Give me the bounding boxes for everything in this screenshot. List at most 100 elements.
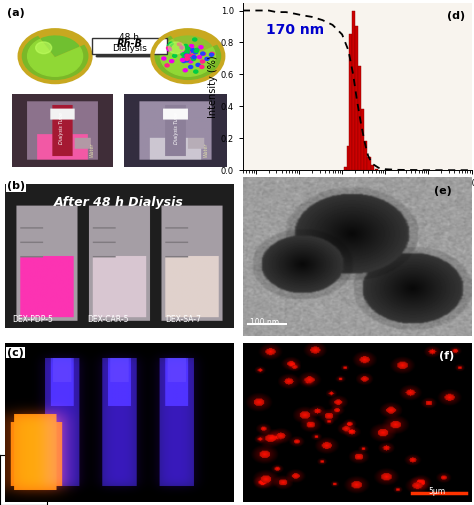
Circle shape <box>185 59 189 62</box>
Circle shape <box>186 47 190 50</box>
Circle shape <box>189 60 192 63</box>
Circle shape <box>169 42 173 45</box>
Circle shape <box>167 48 172 51</box>
Circle shape <box>185 50 189 53</box>
Circle shape <box>162 57 166 60</box>
Circle shape <box>187 54 191 57</box>
Bar <box>349 34 353 170</box>
Y-axis label: Intensity (%): Intensity (%) <box>208 55 218 118</box>
Circle shape <box>184 53 188 56</box>
Circle shape <box>168 42 184 54</box>
Circle shape <box>201 60 205 63</box>
Circle shape <box>191 48 194 52</box>
Text: (d): (d) <box>447 11 465 21</box>
Circle shape <box>181 52 185 55</box>
Circle shape <box>180 46 184 49</box>
Circle shape <box>195 48 199 52</box>
Circle shape <box>182 56 186 59</box>
Wedge shape <box>174 36 211 56</box>
Circle shape <box>166 46 171 49</box>
Circle shape <box>183 57 187 60</box>
Circle shape <box>191 55 195 58</box>
Circle shape <box>184 54 189 57</box>
Wedge shape <box>41 36 79 56</box>
Text: DEX-SA-7: DEX-SA-7 <box>165 315 201 324</box>
Text: Dialysis Tube: Dialysis Tube <box>174 112 179 144</box>
Text: (b): (b) <box>7 181 25 191</box>
Circle shape <box>185 57 189 60</box>
Text: After 48 h Dialysis: After 48 h Dialysis <box>54 196 184 209</box>
Circle shape <box>185 52 189 55</box>
Text: Rh-B: Rh-B <box>117 39 142 49</box>
Text: DEX-CAR-5: DEX-CAR-5 <box>87 315 128 324</box>
Wedge shape <box>170 30 219 56</box>
Text: (c): (c) <box>7 347 24 358</box>
Text: 170 nm: 170 nm <box>265 23 324 37</box>
Text: (e): (e) <box>434 186 452 196</box>
Circle shape <box>160 36 215 76</box>
Circle shape <box>201 52 205 55</box>
Text: 48 h
Dialysis: 48 h Dialysis <box>112 33 147 53</box>
Circle shape <box>184 52 189 55</box>
Bar <box>355 26 358 170</box>
Wedge shape <box>37 30 86 56</box>
Circle shape <box>186 55 191 58</box>
Text: (f): (f) <box>439 351 454 361</box>
Circle shape <box>186 55 190 58</box>
Circle shape <box>192 38 197 41</box>
Circle shape <box>183 69 187 72</box>
Circle shape <box>191 58 196 61</box>
Circle shape <box>183 44 188 47</box>
Circle shape <box>185 55 189 58</box>
Circle shape <box>189 49 193 53</box>
Circle shape <box>186 50 191 53</box>
Circle shape <box>210 53 214 56</box>
Circle shape <box>193 51 198 54</box>
Circle shape <box>19 30 91 82</box>
Bar <box>367 158 371 170</box>
Circle shape <box>199 45 203 48</box>
Circle shape <box>190 44 193 47</box>
Circle shape <box>181 59 184 62</box>
Text: (a): (a) <box>7 8 25 18</box>
FancyBboxPatch shape <box>91 38 167 54</box>
Bar <box>361 110 364 170</box>
Circle shape <box>173 54 177 57</box>
Circle shape <box>192 56 196 59</box>
Bar <box>357 66 361 170</box>
Bar <box>374 169 378 170</box>
Bar <box>344 167 347 170</box>
Circle shape <box>189 66 192 69</box>
Circle shape <box>205 58 209 61</box>
Circle shape <box>194 70 198 73</box>
Circle shape <box>188 56 192 59</box>
Circle shape <box>170 60 174 63</box>
Circle shape <box>186 55 190 58</box>
Circle shape <box>152 30 223 82</box>
Circle shape <box>200 65 204 68</box>
Text: 5μm: 5μm <box>428 487 445 496</box>
Circle shape <box>187 58 191 61</box>
Bar <box>352 11 355 170</box>
Circle shape <box>191 56 196 59</box>
Circle shape <box>210 53 213 56</box>
Circle shape <box>177 43 182 45</box>
Circle shape <box>165 64 169 67</box>
Text: Dialysis Tube: Dialysis Tube <box>59 112 64 144</box>
Text: Water: Water <box>204 143 209 157</box>
Circle shape <box>194 49 199 53</box>
Bar <box>364 141 367 170</box>
Circle shape <box>36 42 52 54</box>
Bar <box>346 146 350 170</box>
Circle shape <box>182 57 187 60</box>
Circle shape <box>198 56 201 59</box>
Circle shape <box>167 44 172 47</box>
Text: DEX-PDP-5: DEX-PDP-5 <box>12 315 53 324</box>
Text: Water: Water <box>89 143 94 157</box>
Circle shape <box>182 60 186 63</box>
Circle shape <box>196 63 200 66</box>
Bar <box>371 165 374 170</box>
Circle shape <box>27 36 82 76</box>
Circle shape <box>201 53 206 56</box>
Circle shape <box>186 58 191 61</box>
